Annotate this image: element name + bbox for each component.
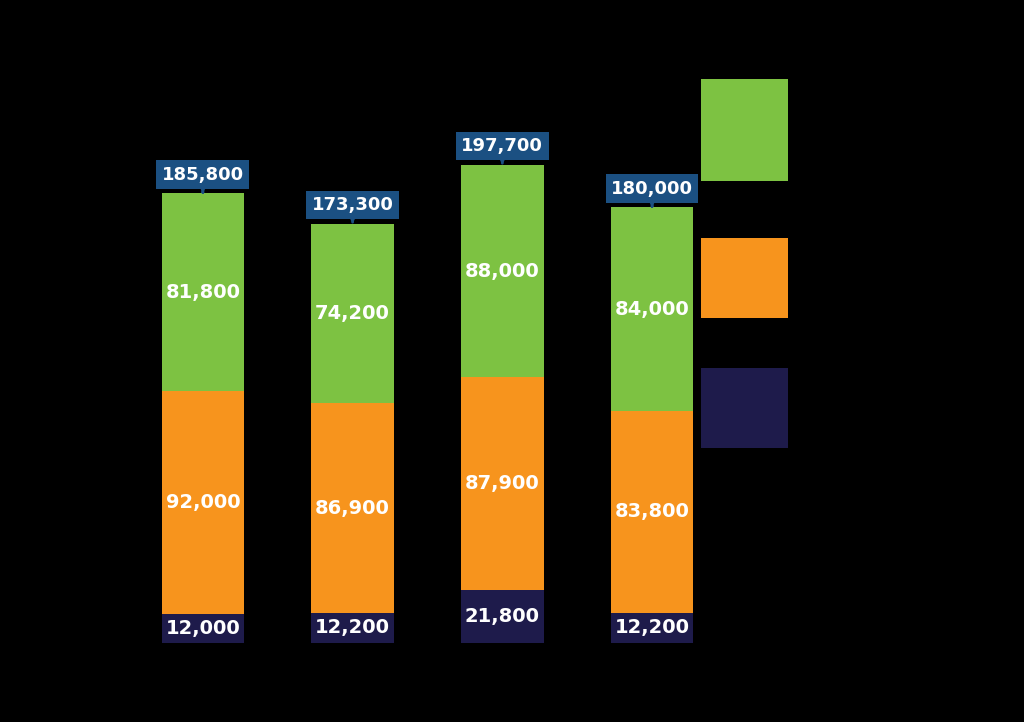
Text: 87,900: 87,900 (465, 474, 540, 493)
Text: 197,700: 197,700 (462, 137, 544, 163)
Bar (162, 614, 244, 643)
Text: 84,000: 84,000 (614, 300, 689, 318)
Bar (162, 193, 244, 391)
Bar (311, 224, 394, 403)
Text: 83,800: 83,800 (614, 503, 689, 521)
Text: 74,200: 74,200 (315, 304, 390, 323)
Bar (311, 613, 394, 643)
Bar (611, 613, 693, 643)
Text: 92,000: 92,000 (166, 493, 241, 512)
Bar (461, 165, 544, 378)
Text: 12,200: 12,200 (614, 618, 689, 638)
Text: 86,900: 86,900 (315, 499, 390, 518)
Bar (461, 590, 544, 643)
Text: 81,800: 81,800 (165, 283, 241, 302)
Text: 173,300: 173,300 (311, 196, 393, 222)
Text: 180,000: 180,000 (611, 180, 693, 206)
Text: 12,000: 12,000 (166, 619, 241, 638)
Text: 185,800: 185,800 (162, 166, 244, 192)
Bar (611, 207, 693, 411)
Text: 88,000: 88,000 (465, 261, 540, 281)
Bar (461, 378, 544, 590)
Text: 21,800: 21,800 (465, 606, 540, 626)
Bar (611, 411, 693, 613)
Bar (162, 391, 244, 614)
Text: 12,200: 12,200 (315, 618, 390, 638)
Bar (311, 403, 394, 613)
